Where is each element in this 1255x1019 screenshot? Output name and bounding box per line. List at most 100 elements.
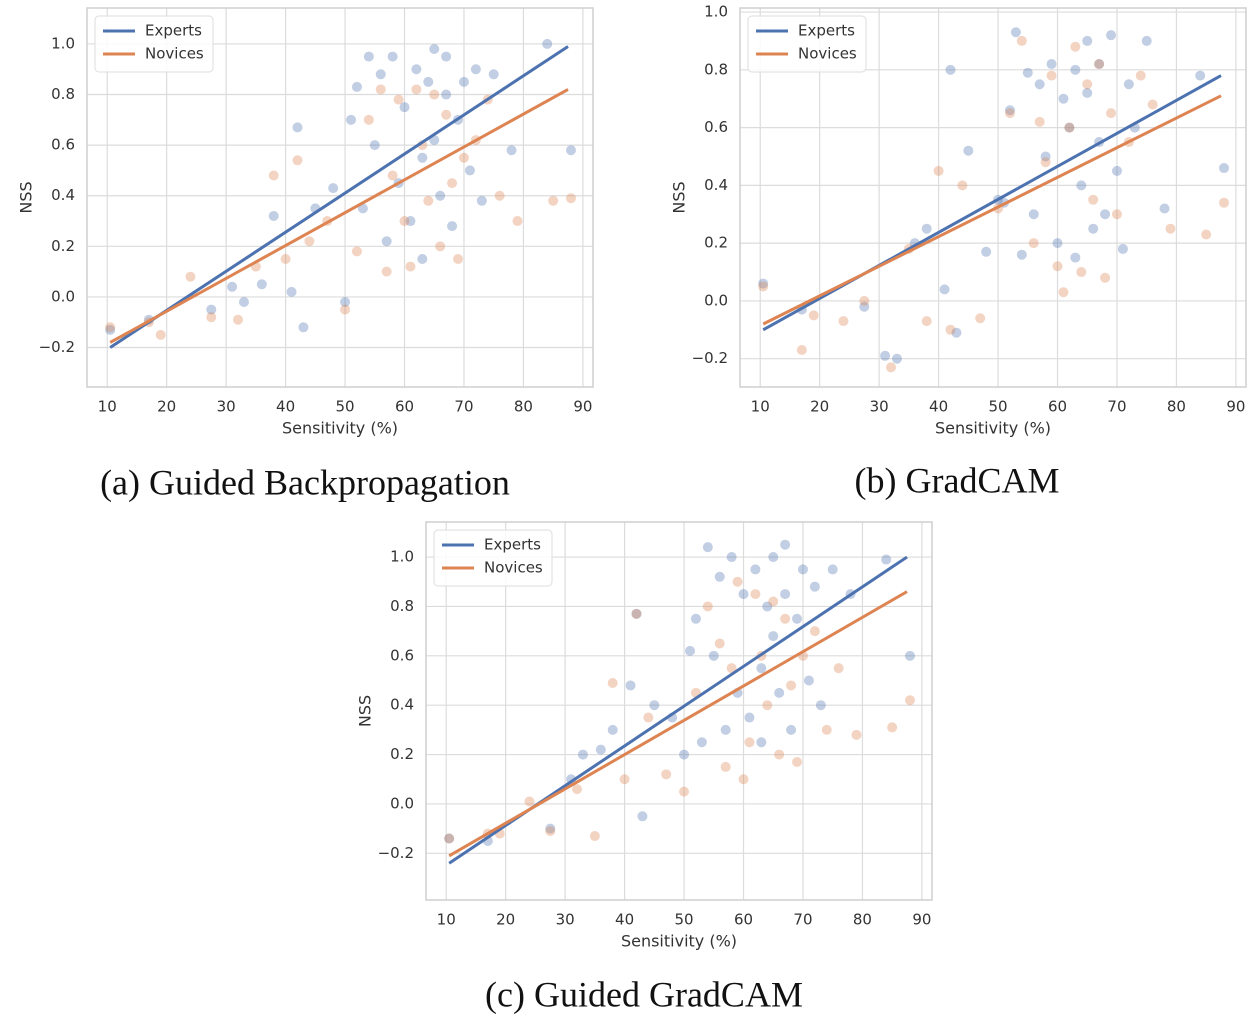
legend-label: Novices [145, 45, 204, 63]
point [524, 796, 535, 807]
x-tick-label: 40 [929, 398, 948, 416]
point [756, 737, 767, 748]
point [951, 327, 962, 338]
y-tick-label: 0.0 [704, 291, 728, 309]
point [702, 542, 713, 553]
point [423, 195, 434, 206]
point [206, 312, 217, 323]
point [851, 729, 862, 740]
y-tick-label: 0.6 [704, 118, 728, 136]
point [206, 304, 217, 315]
x-tick-label: 60 [1048, 398, 1067, 416]
point [1046, 70, 1057, 81]
point [435, 190, 446, 201]
point [797, 564, 808, 575]
x-axis-title: Sensitivity (%) [282, 419, 398, 438]
point [859, 301, 870, 312]
point [417, 152, 428, 163]
point [447, 178, 458, 189]
point [762, 700, 773, 711]
fit-line [762, 94, 1222, 326]
point [512, 216, 523, 227]
point [1088, 223, 1099, 234]
point [808, 310, 819, 321]
legend-label: Experts [798, 22, 855, 40]
x-tick-label: 10 [98, 398, 117, 416]
point [796, 345, 807, 356]
point [637, 811, 648, 822]
point [939, 284, 950, 295]
point [1016, 35, 1027, 46]
y-axis-title: NSS [17, 181, 36, 213]
x-tick-label: 80 [1167, 398, 1186, 416]
point [1094, 59, 1105, 70]
point [732, 576, 743, 587]
y-tick-label: 0.4 [390, 696, 414, 714]
point [429, 43, 440, 54]
point [292, 155, 303, 166]
point [981, 246, 992, 257]
point [363, 114, 374, 125]
point [643, 712, 654, 723]
point [792, 613, 803, 624]
point [286, 286, 297, 297]
point [340, 296, 351, 307]
point [726, 663, 737, 674]
point [891, 353, 902, 364]
point [1064, 122, 1075, 133]
point [566, 193, 576, 204]
y-tick-label: 0.6 [51, 136, 75, 154]
point [411, 64, 422, 75]
x-tick-label: 80 [514, 398, 533, 416]
point [1070, 64, 1081, 75]
x-tick-label: 40 [615, 911, 634, 929]
point [720, 761, 731, 772]
point [1004, 108, 1015, 119]
point [506, 145, 517, 156]
legend-label: Novices [798, 45, 857, 63]
x-tick-label: 50 [675, 911, 694, 929]
point [1034, 116, 1045, 127]
x-tick-label: 70 [793, 911, 812, 929]
point [238, 296, 249, 307]
point [577, 749, 588, 760]
point [105, 324, 116, 335]
point [1082, 79, 1093, 90]
y-tick-label: 0.4 [51, 186, 75, 204]
y-tick-label: 0.8 [704, 60, 728, 78]
x-tick-label: 30 [870, 398, 889, 416]
x-axis-title: Sensitivity (%) [935, 419, 1051, 438]
point [1159, 203, 1170, 214]
point [809, 626, 820, 637]
point [1040, 151, 1051, 162]
y-tick-label: 0.0 [390, 794, 414, 812]
y-tick-label: 0.6 [390, 646, 414, 664]
legend-label: Novices [484, 559, 543, 577]
point [548, 195, 559, 206]
x-tick-label: 40 [276, 398, 295, 416]
point [905, 695, 915, 706]
x-tick-label: 50 [336, 398, 355, 416]
point [1070, 41, 1081, 52]
point [1100, 209, 1111, 220]
plot-frame [86, 7, 594, 388]
point [957, 180, 968, 191]
point [411, 84, 422, 95]
point [714, 638, 725, 649]
fit-line [109, 88, 569, 344]
y-tick-label: 0.8 [390, 597, 414, 615]
point [1034, 79, 1045, 90]
point [572, 784, 583, 795]
y-tick-label: −0.2 [378, 844, 414, 862]
point [1201, 229, 1212, 240]
y-tick-label: 0.0 [51, 287, 75, 305]
y-tick-label: −0.2 [39, 338, 75, 356]
point [444, 833, 455, 844]
point [607, 724, 618, 735]
point [155, 329, 166, 340]
point [838, 316, 849, 327]
fit-line [109, 45, 569, 349]
point [1010, 27, 1021, 38]
point [786, 680, 797, 691]
point [758, 278, 769, 289]
